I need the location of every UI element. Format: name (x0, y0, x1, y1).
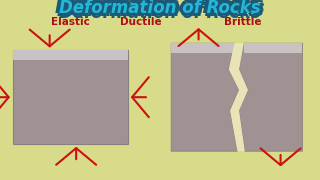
Polygon shape (229, 43, 248, 151)
Polygon shape (239, 43, 302, 151)
Polygon shape (244, 43, 302, 53)
Text: Ductile: Ductile (120, 17, 162, 27)
Bar (13, 50, 128, 60)
Text: Deformation of Rocks: Deformation of Rocks (57, 0, 258, 14)
Text: Deformation of Rocks: Deformation of Rocks (59, 0, 261, 17)
Text: Deformation of Rocks: Deformation of Rocks (59, 0, 261, 13)
Polygon shape (171, 43, 239, 151)
Text: Deformation of Rocks: Deformation of Rocks (55, 0, 257, 17)
Text: Deformation of Rocks: Deformation of Rocks (62, 2, 263, 20)
Text: Brittle: Brittle (224, 17, 262, 27)
Polygon shape (171, 43, 234, 53)
Text: Deformation of Rocks: Deformation of Rocks (63, 0, 265, 17)
Text: Elastic: Elastic (51, 17, 90, 27)
Text: Deformation of Rocks: Deformation of Rocks (59, 4, 261, 22)
Text: Deformation of Rocks: Deformation of Rocks (62, 0, 263, 14)
Text: Deformation of Rocks: Deformation of Rocks (57, 2, 258, 20)
Bar (13, 50, 128, 144)
